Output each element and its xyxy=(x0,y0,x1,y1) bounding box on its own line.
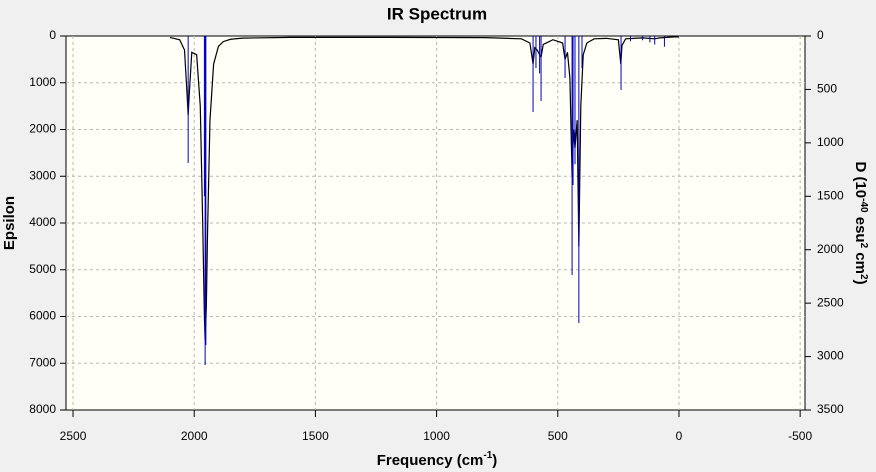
label-part: Epsilon xyxy=(1,196,18,250)
x-tick-label: 2000 xyxy=(181,429,208,443)
y2-tick-label: 0 xyxy=(817,28,824,42)
y-tick-label: 6000 xyxy=(29,309,56,323)
y-tick-label: 5000 xyxy=(29,262,56,276)
spectrum-curve xyxy=(169,36,679,340)
x-tick-label: 500 xyxy=(548,429,568,443)
y2-tick-label: 1000 xyxy=(817,135,844,149)
y2-tick-label: 2000 xyxy=(817,242,844,256)
y2-tick-label: 1500 xyxy=(817,188,844,202)
y2-axis-label: D (10-40 esu2 cm2) xyxy=(852,161,870,284)
chart-title: IR Spectrum xyxy=(387,4,487,23)
x-axis-label: Frequency (cm-1) xyxy=(377,450,498,469)
label-part: 2 xyxy=(859,274,870,280)
label-part: -40 xyxy=(859,198,870,213)
x-tick-label: 2500 xyxy=(60,429,87,443)
y-tick-label: 3000 xyxy=(29,168,56,182)
y2-tick-label: 500 xyxy=(817,82,837,96)
y2-tick-label: 3000 xyxy=(817,349,844,363)
label-part: -1 xyxy=(483,450,492,461)
x-tick-label: 1500 xyxy=(302,429,329,443)
y2-tick-label: 3500 xyxy=(817,402,844,416)
label-part: cm xyxy=(852,248,869,274)
y-tick-label: 8000 xyxy=(29,402,56,416)
y-tick-label: 2000 xyxy=(29,122,56,136)
label-part: ) xyxy=(492,452,497,469)
label-part: ) xyxy=(852,280,869,285)
x-tick-label: 0 xyxy=(676,429,683,443)
y2-tick-label: 2500 xyxy=(817,295,844,309)
x-tick-label: -500 xyxy=(788,429,812,443)
label-part: D (10 xyxy=(852,161,869,198)
y-tick-label: 1000 xyxy=(29,75,56,89)
y-tick-label: 4000 xyxy=(29,215,56,229)
y-tick-label: 7000 xyxy=(29,355,56,369)
y-tick-label: 0 xyxy=(49,28,56,42)
x-tick-label: 1000 xyxy=(423,429,450,443)
label-part: esu xyxy=(852,213,869,243)
y-axis-label: Epsilon xyxy=(1,196,18,250)
label-part: 2 xyxy=(859,243,870,249)
label-part: Frequency (cm xyxy=(377,452,484,469)
